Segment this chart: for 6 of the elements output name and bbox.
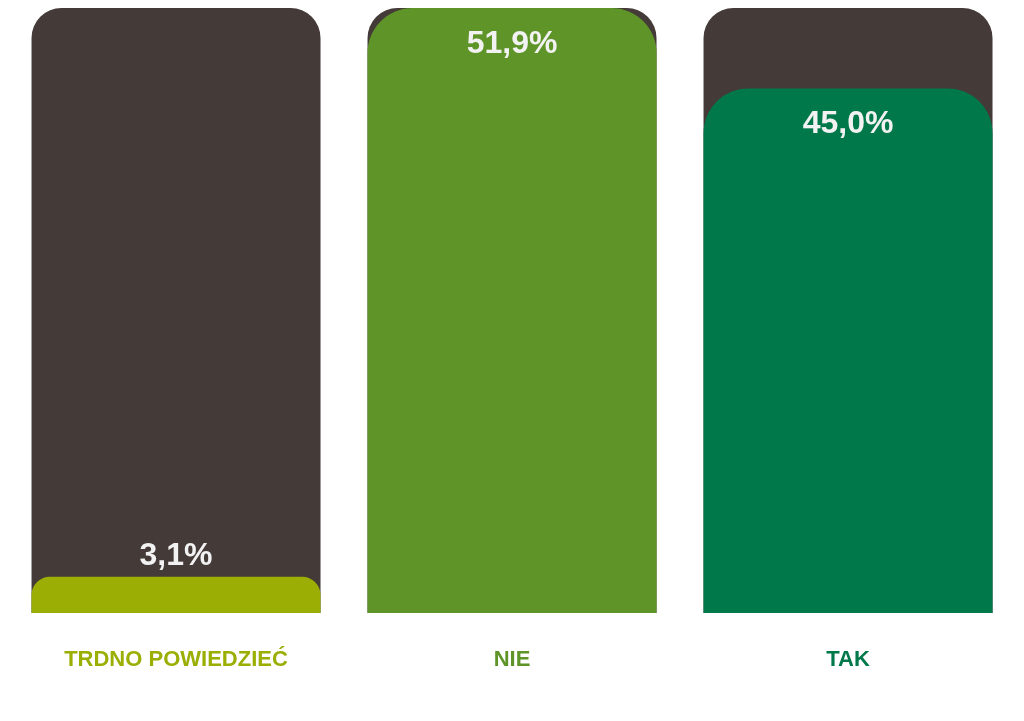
x-tick-label: TRDNO POWIEDZIEĆ bbox=[64, 646, 288, 671]
data-label: 45,0% bbox=[802, 104, 894, 141]
x-tick-label: TAK bbox=[826, 646, 870, 671]
x-tick-label: NIE bbox=[493, 646, 531, 671]
data-label: 3,1% bbox=[139, 535, 213, 572]
data-label: 51,9% bbox=[466, 24, 558, 60]
